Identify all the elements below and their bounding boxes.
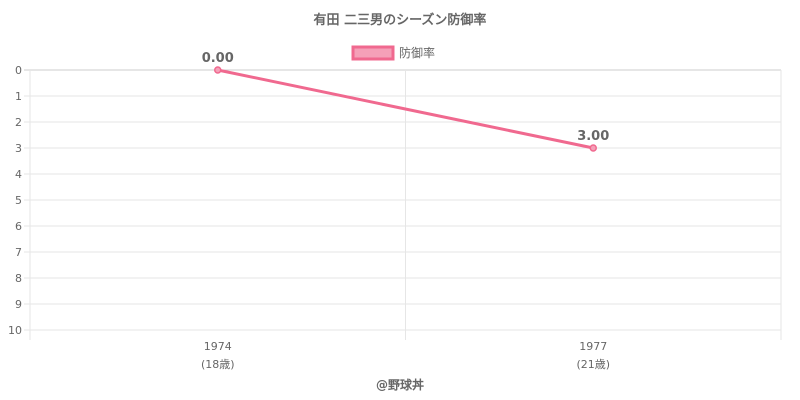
y-tick-label: 3	[15, 142, 22, 155]
y-tick-label: 10	[8, 324, 22, 337]
gridlines	[24, 69, 782, 340]
data-point	[214, 66, 222, 74]
y-tick-label: 8	[15, 272, 22, 285]
data-point	[589, 144, 597, 152]
y-axis: 0 1 2 3 4 5 6 7 8 9 10	[8, 64, 22, 337]
chart-title: 有田 二三男のシーズン防御率	[314, 12, 487, 28]
x-tick-label: 1974	[204, 340, 232, 353]
y-tick-label: 2	[15, 116, 22, 129]
legend-swatch	[351, 45, 395, 61]
data-label: 0.00	[202, 51, 234, 66]
y-tick-label: 0	[15, 64, 22, 77]
x-tick-label: 1977	[579, 340, 607, 353]
x-tick-sublabel: (18歳)	[201, 358, 235, 371]
data-label: 3.00	[577, 129, 609, 144]
credit-text: @野球丼	[376, 377, 424, 392]
y-tick-label: 5	[15, 194, 22, 207]
legend[interactable]: 防御率	[351, 45, 435, 61]
y-tick-label: 9	[15, 298, 22, 311]
y-tick-label: 7	[15, 246, 22, 259]
x-axis: 1974 (18歳) 1977 (21歳)	[201, 340, 610, 371]
series-era: 0.00 3.00	[202, 51, 609, 152]
y-tick-label: 6	[15, 220, 22, 233]
y-tick-label: 1	[15, 90, 22, 103]
series-line	[217, 68, 594, 150]
x-tick-sublabel: (21歳)	[576, 358, 610, 371]
legend-label: 防御率	[399, 45, 435, 60]
y-tick-label: 4	[15, 168, 22, 181]
